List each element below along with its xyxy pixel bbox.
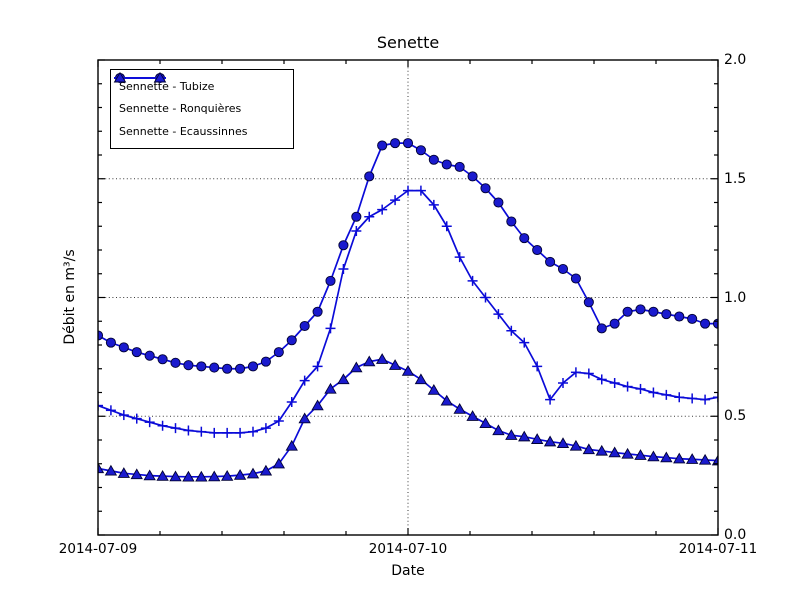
axes-frame [97,59,719,536]
x-axis-label: Date [391,563,425,579]
x-tick-label: 2014-07-10 [368,541,448,557]
gridlines [98,60,718,535]
series-ecaussinnes [98,353,718,482]
legend-label: Sennette - Tubize [119,79,215,93]
y-tick-label: 1.0 [724,289,747,306]
chart-title: Senette [376,33,440,52]
series-line-tubize [98,142,718,370]
legend: Sennette - Tubize Sennette - Ronquières … [110,69,294,149]
y-tick-label: 2.0 [724,52,747,68]
x-tick-label: 2014-07-11 [678,541,758,557]
y-tick-label: 0.0 [724,527,747,543]
x-tick-label: 2014-07-09 [58,541,138,557]
y-tick-label: 1.5 [724,170,747,187]
triangle-markers-ecaussinnes [98,353,718,482]
circle-markers-tubize [98,138,718,374]
legend-label: Sennette - Ecaussinnes [119,125,248,139]
y-axis-label: Débit en m³/s [62,249,78,345]
legend-item-ronquieres: Sennette - Ronquières [114,73,285,120]
series-tubize [98,138,718,374]
legend-item-ecaussinnes: Sennette - Ecaussinnes [113,71,285,143]
triangle-marker-line-icon [113,71,167,83]
y-tick-label: 0.5 [724,408,747,425]
legend-label: Sennette - Ronquières [119,102,242,116]
plus-markers-ronquieres [98,185,718,438]
series-ronquieres [98,185,718,438]
